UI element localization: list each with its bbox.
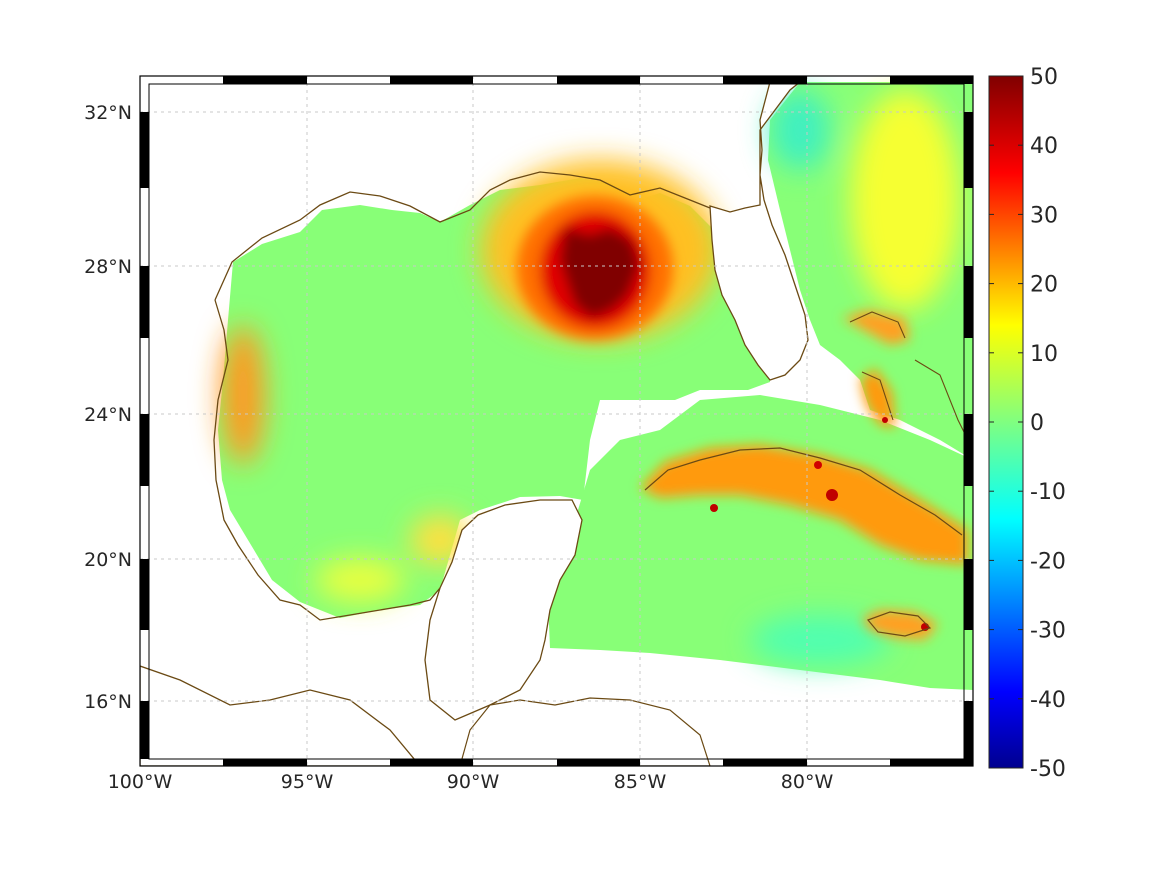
campeche-yellow-patch — [315, 558, 405, 602]
colorbar-gradient — [988, 75, 1024, 769]
map-frame — [139, 75, 974, 767]
colorbar-tick-label: -50 — [1030, 757, 1066, 782]
colorbar-tick-label: 0 — [1030, 411, 1044, 436]
y-tick-label: 32°N — [84, 102, 132, 124]
cuba-hotspot-1 — [826, 489, 838, 501]
x-tick-label: 80°W — [781, 771, 834, 793]
colorbar-tick-label: 30 — [1030, 203, 1058, 228]
x-tick-label: 100°W — [108, 771, 173, 793]
colorbar-ticks: 50 40 30 20 10 0 -10 -20 -30 -40 -50 — [989, 65, 1066, 782]
land-bahamas — [849, 311, 969, 441]
y-tick-label: 28°N — [84, 256, 132, 278]
graticule — [140, 76, 973, 766]
x-tick-label: 95°W — [281, 771, 334, 793]
x-tick-label: 90°W — [447, 771, 500, 793]
land-jamaica — [866, 611, 932, 637]
y-tick-label: 16°N — [84, 691, 132, 713]
caribbean-cyan-patch — [750, 615, 890, 665]
bahamas-hotspot — [882, 417, 888, 423]
coastline-gulf-west — [213, 299, 441, 621]
cuba-hotspot-2 — [814, 461, 822, 469]
colorbar-tick-label: 50 — [1030, 65, 1058, 90]
y-tick-label: 24°N — [84, 404, 132, 426]
coastline-gulf-north — [214, 171, 711, 301]
atlantic-yellow-band — [850, 90, 960, 310]
y-tick-label: 20°N — [84, 549, 132, 571]
bahamas-north-halo — [842, 310, 910, 345]
land-yucatan — [424, 499, 583, 721]
colorbar-tick-label: 10 — [1030, 342, 1058, 367]
x-tick-label: 85°W — [614, 771, 667, 793]
colorbar-tick-label: 40 — [1030, 134, 1058, 159]
colorbar-tick-label: -20 — [1030, 549, 1066, 574]
eddy-core — [560, 228, 640, 318]
bahamas-halo — [860, 368, 895, 428]
land-mexico-south — [140, 665, 421, 766]
colorbar: 50 40 30 20 10 0 -10 -20 -30 -40 -50 — [988, 65, 1066, 782]
western-warm-band — [221, 325, 265, 465]
land-central-america — [459, 697, 711, 766]
land-florida — [709, 81, 809, 381]
land-cuba — [644, 447, 963, 536]
cuba-halo — [640, 445, 968, 565]
x-axis: 100°W 95°W 90°W 85°W 80°W — [108, 771, 834, 793]
atlantic-cyan-patch — [770, 90, 830, 170]
colorbar-tick-label: -30 — [1030, 619, 1066, 644]
colorbar-tick-label: -10 — [1030, 480, 1066, 505]
colorbar-tick-label: 20 — [1030, 273, 1058, 298]
colorbar-tick-label: -40 — [1030, 688, 1066, 713]
y-axis: 32°N 28°N 24°N 20°N 16°N — [84, 102, 132, 713]
cuba-hotspot-3 — [710, 504, 718, 512]
